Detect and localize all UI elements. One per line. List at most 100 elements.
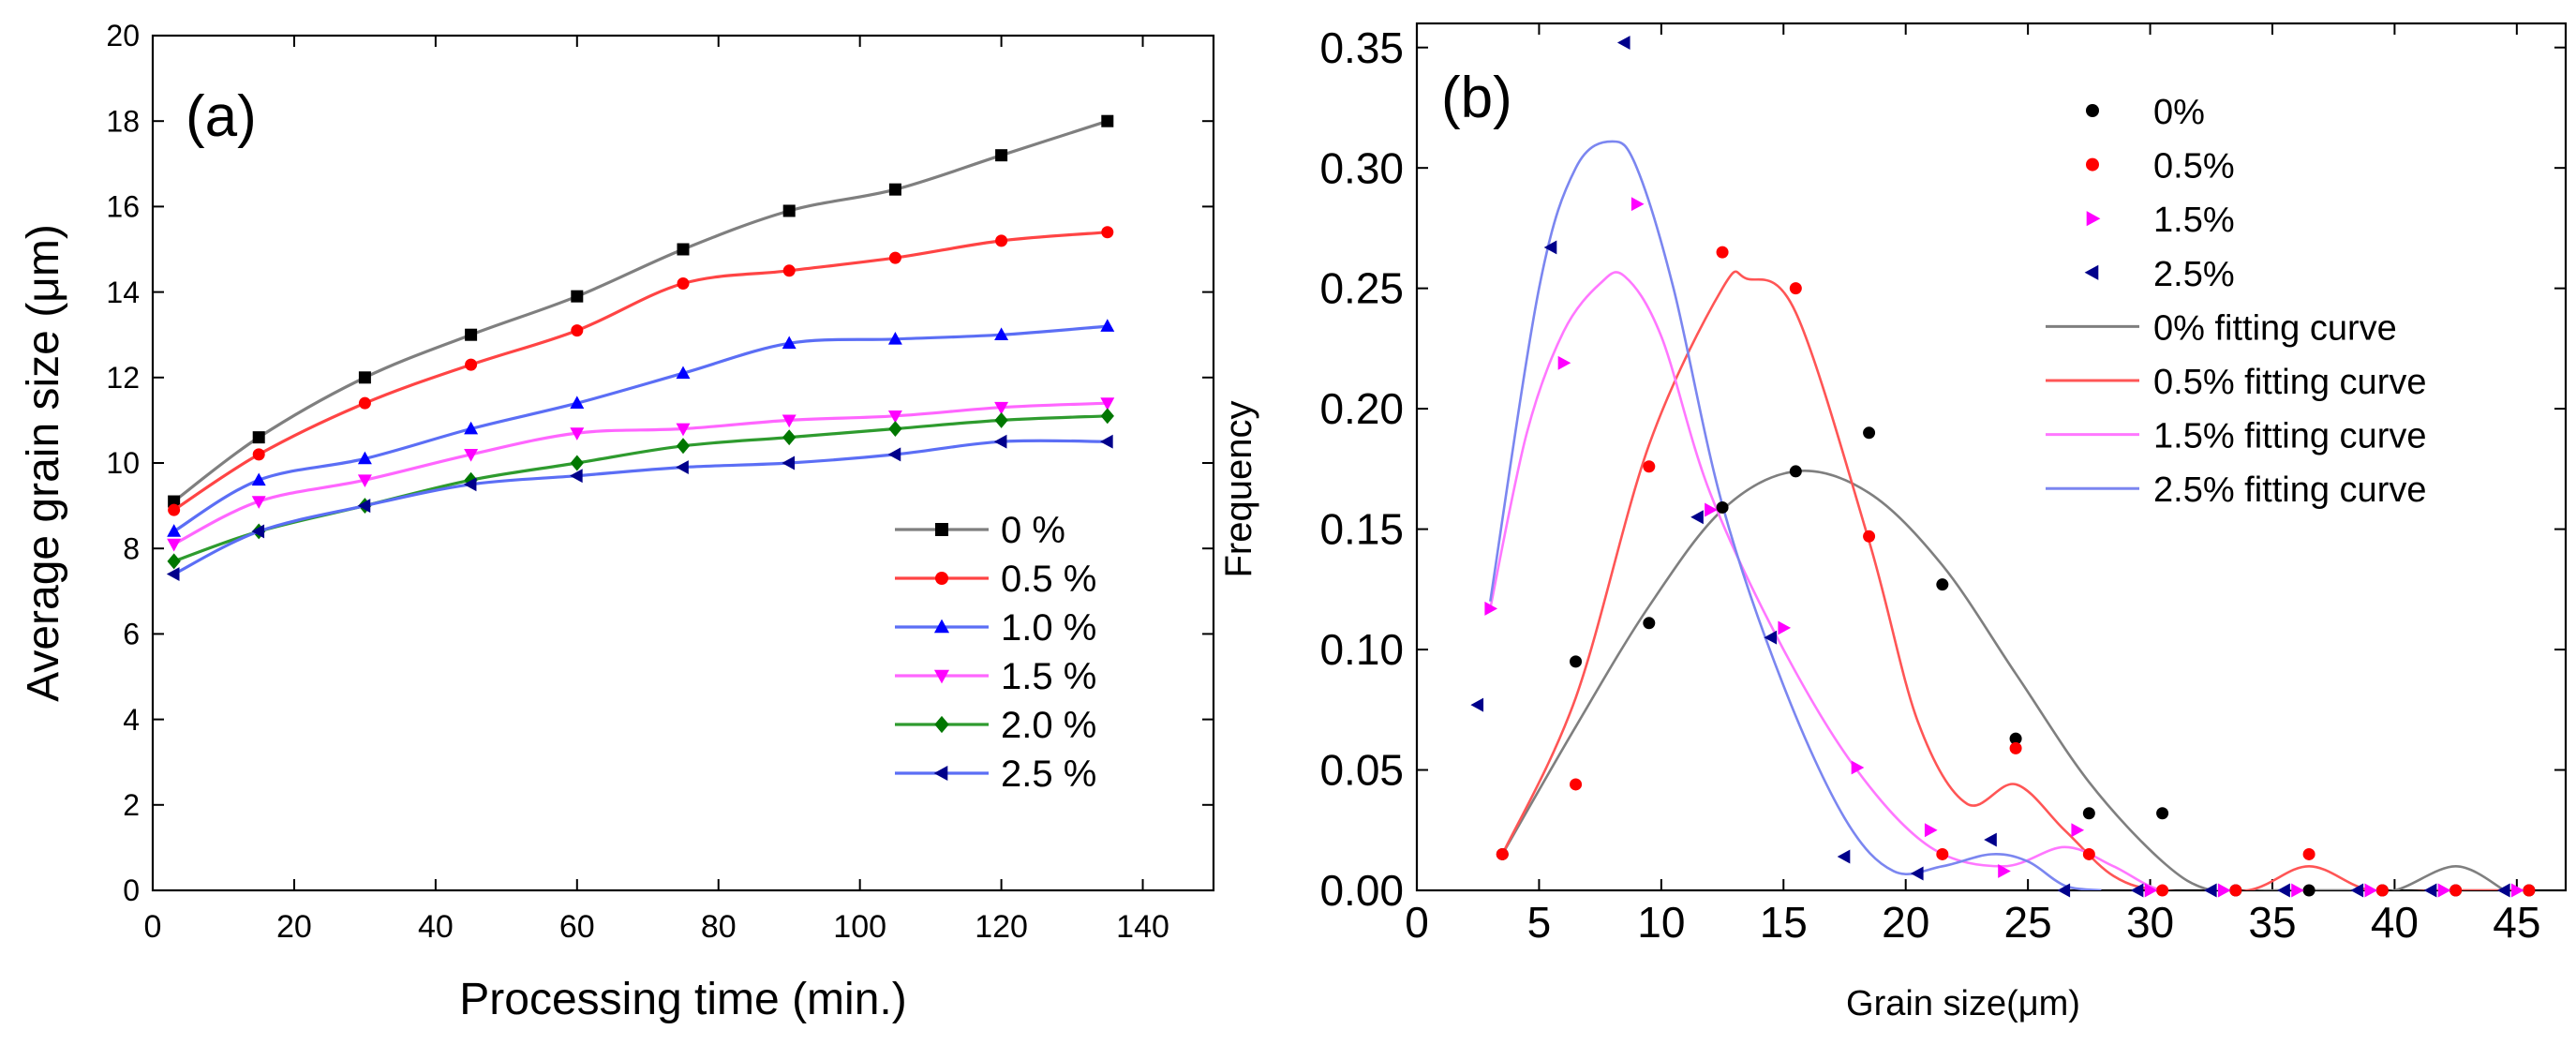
data-point <box>1778 620 1792 635</box>
data-point <box>1984 832 1997 847</box>
data-point <box>1936 847 1949 860</box>
data-point <box>1643 617 1656 630</box>
x-tick-label: 10 <box>1637 898 1685 947</box>
fitting-curve-4 <box>1501 470 2506 890</box>
data-point <box>167 524 182 537</box>
panel-label-a: (a) <box>186 84 257 149</box>
legend-marker <box>2086 157 2099 172</box>
data-point <box>2009 732 2022 745</box>
x-tick-label: 35 <box>2248 898 2296 947</box>
x-tick-label: 25 <box>2004 898 2052 947</box>
x-tick-label: 100 <box>833 909 886 945</box>
legend-marker <box>2086 104 2099 117</box>
data-point <box>2082 807 2095 820</box>
y-tick-label: 18 <box>106 104 140 138</box>
data-point <box>464 449 479 462</box>
data-point <box>2423 883 2437 898</box>
fitting-curve-7 <box>1489 140 2102 890</box>
y-tick-label: 0 <box>123 873 140 907</box>
data-point <box>2277 883 2290 898</box>
legend: 0 % 0.5 % 1.0 % 1.5 % 2.0 % 2.5 % <box>895 510 1096 795</box>
data-point <box>2291 883 2304 898</box>
data-point <box>1789 282 1802 295</box>
legend-label: 0.5% <box>2153 147 2235 187</box>
data-point <box>464 421 479 435</box>
y-tick-label: 12 <box>106 361 140 395</box>
data-point <box>251 472 266 486</box>
data-point <box>1570 655 1583 668</box>
data-point <box>2009 741 2022 754</box>
data-point <box>571 324 584 337</box>
legend-label: 1.0 % <box>1001 607 1096 649</box>
y-tick-label: 0.30 <box>1319 143 1404 192</box>
data-point <box>2350 883 2364 898</box>
y-tick-label: 0.20 <box>1319 384 1404 433</box>
data-point <box>1101 226 1114 239</box>
x-tick-label: 20 <box>276 909 312 945</box>
series-1 <box>168 226 1114 516</box>
data-point <box>464 471 478 488</box>
series-line <box>172 119 1109 503</box>
data-point <box>168 503 181 516</box>
x-tick-label: 60 <box>559 909 595 945</box>
data-point <box>1716 246 1729 259</box>
data-point <box>570 396 585 410</box>
legend: 0% 0.5% 1.5% 2.5% 0% fitting curve 0.5% fitti… <box>2046 93 2426 510</box>
data-point <box>252 448 265 461</box>
data-point <box>677 243 690 256</box>
legend-label: 1.5% <box>2153 201 2235 240</box>
legend-marker <box>2084 264 2099 280</box>
legend-label: 0 % <box>1001 510 1065 551</box>
data-point <box>994 411 1008 428</box>
data-point <box>676 366 691 380</box>
x-tick-label: 80 <box>701 909 737 945</box>
data-point <box>251 524 265 539</box>
data-point <box>1764 630 1778 645</box>
data-point <box>1690 510 1704 525</box>
legend-marker <box>935 523 948 536</box>
y-tick-label: 20 <box>106 19 140 52</box>
legend-label: 0% <box>2153 93 2205 132</box>
scatter-series-3 <box>1470 36 2510 898</box>
series-line <box>172 231 1108 512</box>
y-tick-label: 0.25 <box>1319 264 1404 313</box>
data-point <box>570 469 583 484</box>
data-point <box>251 496 266 509</box>
series-0 <box>168 114 1114 508</box>
data-point <box>1570 778 1583 791</box>
plot-frame <box>1415 22 2568 892</box>
y-tick-label: 0.35 <box>1319 23 1404 72</box>
data-point <box>167 538 182 552</box>
y-tick-label: 16 <box>106 190 140 224</box>
data-point <box>168 495 181 508</box>
data-point <box>2156 884 2169 897</box>
data-point <box>994 327 1009 341</box>
data-point <box>465 328 478 341</box>
data-point <box>1789 465 1802 478</box>
legend-marker <box>935 572 948 585</box>
data-point <box>2057 883 2071 898</box>
data-point <box>2156 807 2169 820</box>
data-point <box>1705 502 1718 517</box>
data-point <box>357 451 372 465</box>
data-point <box>995 149 1008 162</box>
data-point <box>167 553 181 570</box>
data-point <box>887 331 902 345</box>
y-tick-label: 6 <box>123 618 140 651</box>
data-point <box>1863 530 1876 543</box>
data-point <box>887 447 901 462</box>
data-point <box>676 460 689 475</box>
scatter-series-2 <box>1484 197 2524 898</box>
data-point <box>1910 866 1924 881</box>
x-tick-label: 30 <box>2126 898 2174 947</box>
series-3 <box>167 397 1115 552</box>
legend-marker <box>933 765 948 782</box>
data-point <box>1616 36 1630 51</box>
x-tick-label: 5 <box>1527 898 1552 947</box>
data-point <box>1100 434 1113 449</box>
x-axis-title: Grain size(μm) <box>1846 984 2080 1023</box>
y-tick-label: 0.10 <box>1319 625 1404 674</box>
data-point <box>358 371 371 384</box>
x-tick-label: 40 <box>2371 898 2419 947</box>
